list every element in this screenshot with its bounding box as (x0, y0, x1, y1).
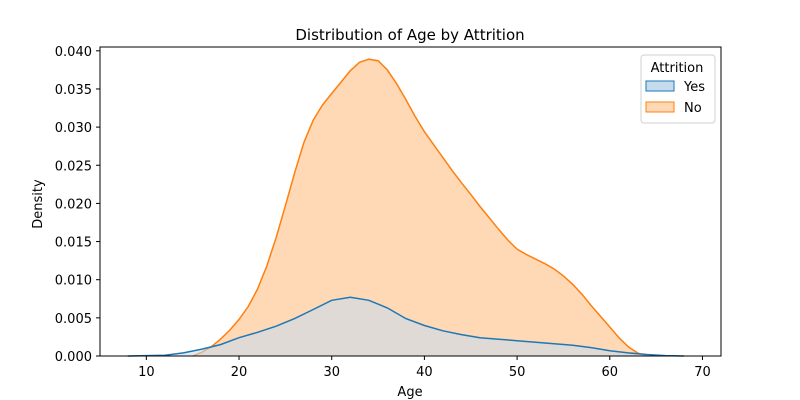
area-no (192, 59, 647, 356)
x-tick-label: 50 (509, 365, 526, 380)
legend-swatch-no (645, 101, 675, 113)
x-axis-label: Age (397, 385, 422, 400)
area-yes (127, 297, 684, 356)
x-axis: 10 20 30 40 50 60 70 (138, 356, 711, 380)
chart-title: Distribution of Age by Attrition (295, 26, 524, 44)
y-tick-label: 0.005 (55, 312, 92, 327)
y-tick-label: 0.035 (55, 83, 92, 98)
legend-label-no: No (684, 101, 702, 116)
density-line-no (192, 58, 648, 357)
x-tick-label: 40 (416, 365, 433, 380)
plot-area (99, 46, 722, 357)
y-axis: 0.000 0.005 0.010 0.015 0.020 0.025 0.030 0.035… (55, 45, 100, 365)
plot-frame (99, 46, 722, 357)
legend: Attrition Yes No (640, 54, 716, 124)
x-tick-label: 30 (323, 365, 340, 380)
x-tick-label: 10 (138, 365, 155, 380)
y-tick-label: 0.025 (55, 159, 92, 174)
y-tick-label: 0.020 (55, 197, 92, 212)
legend-swatch-yes (645, 80, 675, 92)
x-tick-label: 70 (694, 365, 711, 380)
y-tick-label: 0.010 (55, 274, 92, 289)
y-tick-label: 0.015 (55, 236, 92, 251)
x-tick-label: 20 (231, 365, 248, 380)
y-axis-label: Density (31, 179, 46, 229)
y-tick-label: 0.030 (55, 121, 92, 136)
y-tick-label: 0.000 (55, 350, 92, 365)
legend-label-yes: Yes (683, 80, 705, 95)
density-line-yes (127, 296, 684, 357)
y-tick-label: 0.040 (55, 45, 92, 60)
x-tick-label: 60 (602, 365, 619, 380)
legend-title: Attrition (651, 61, 704, 76)
